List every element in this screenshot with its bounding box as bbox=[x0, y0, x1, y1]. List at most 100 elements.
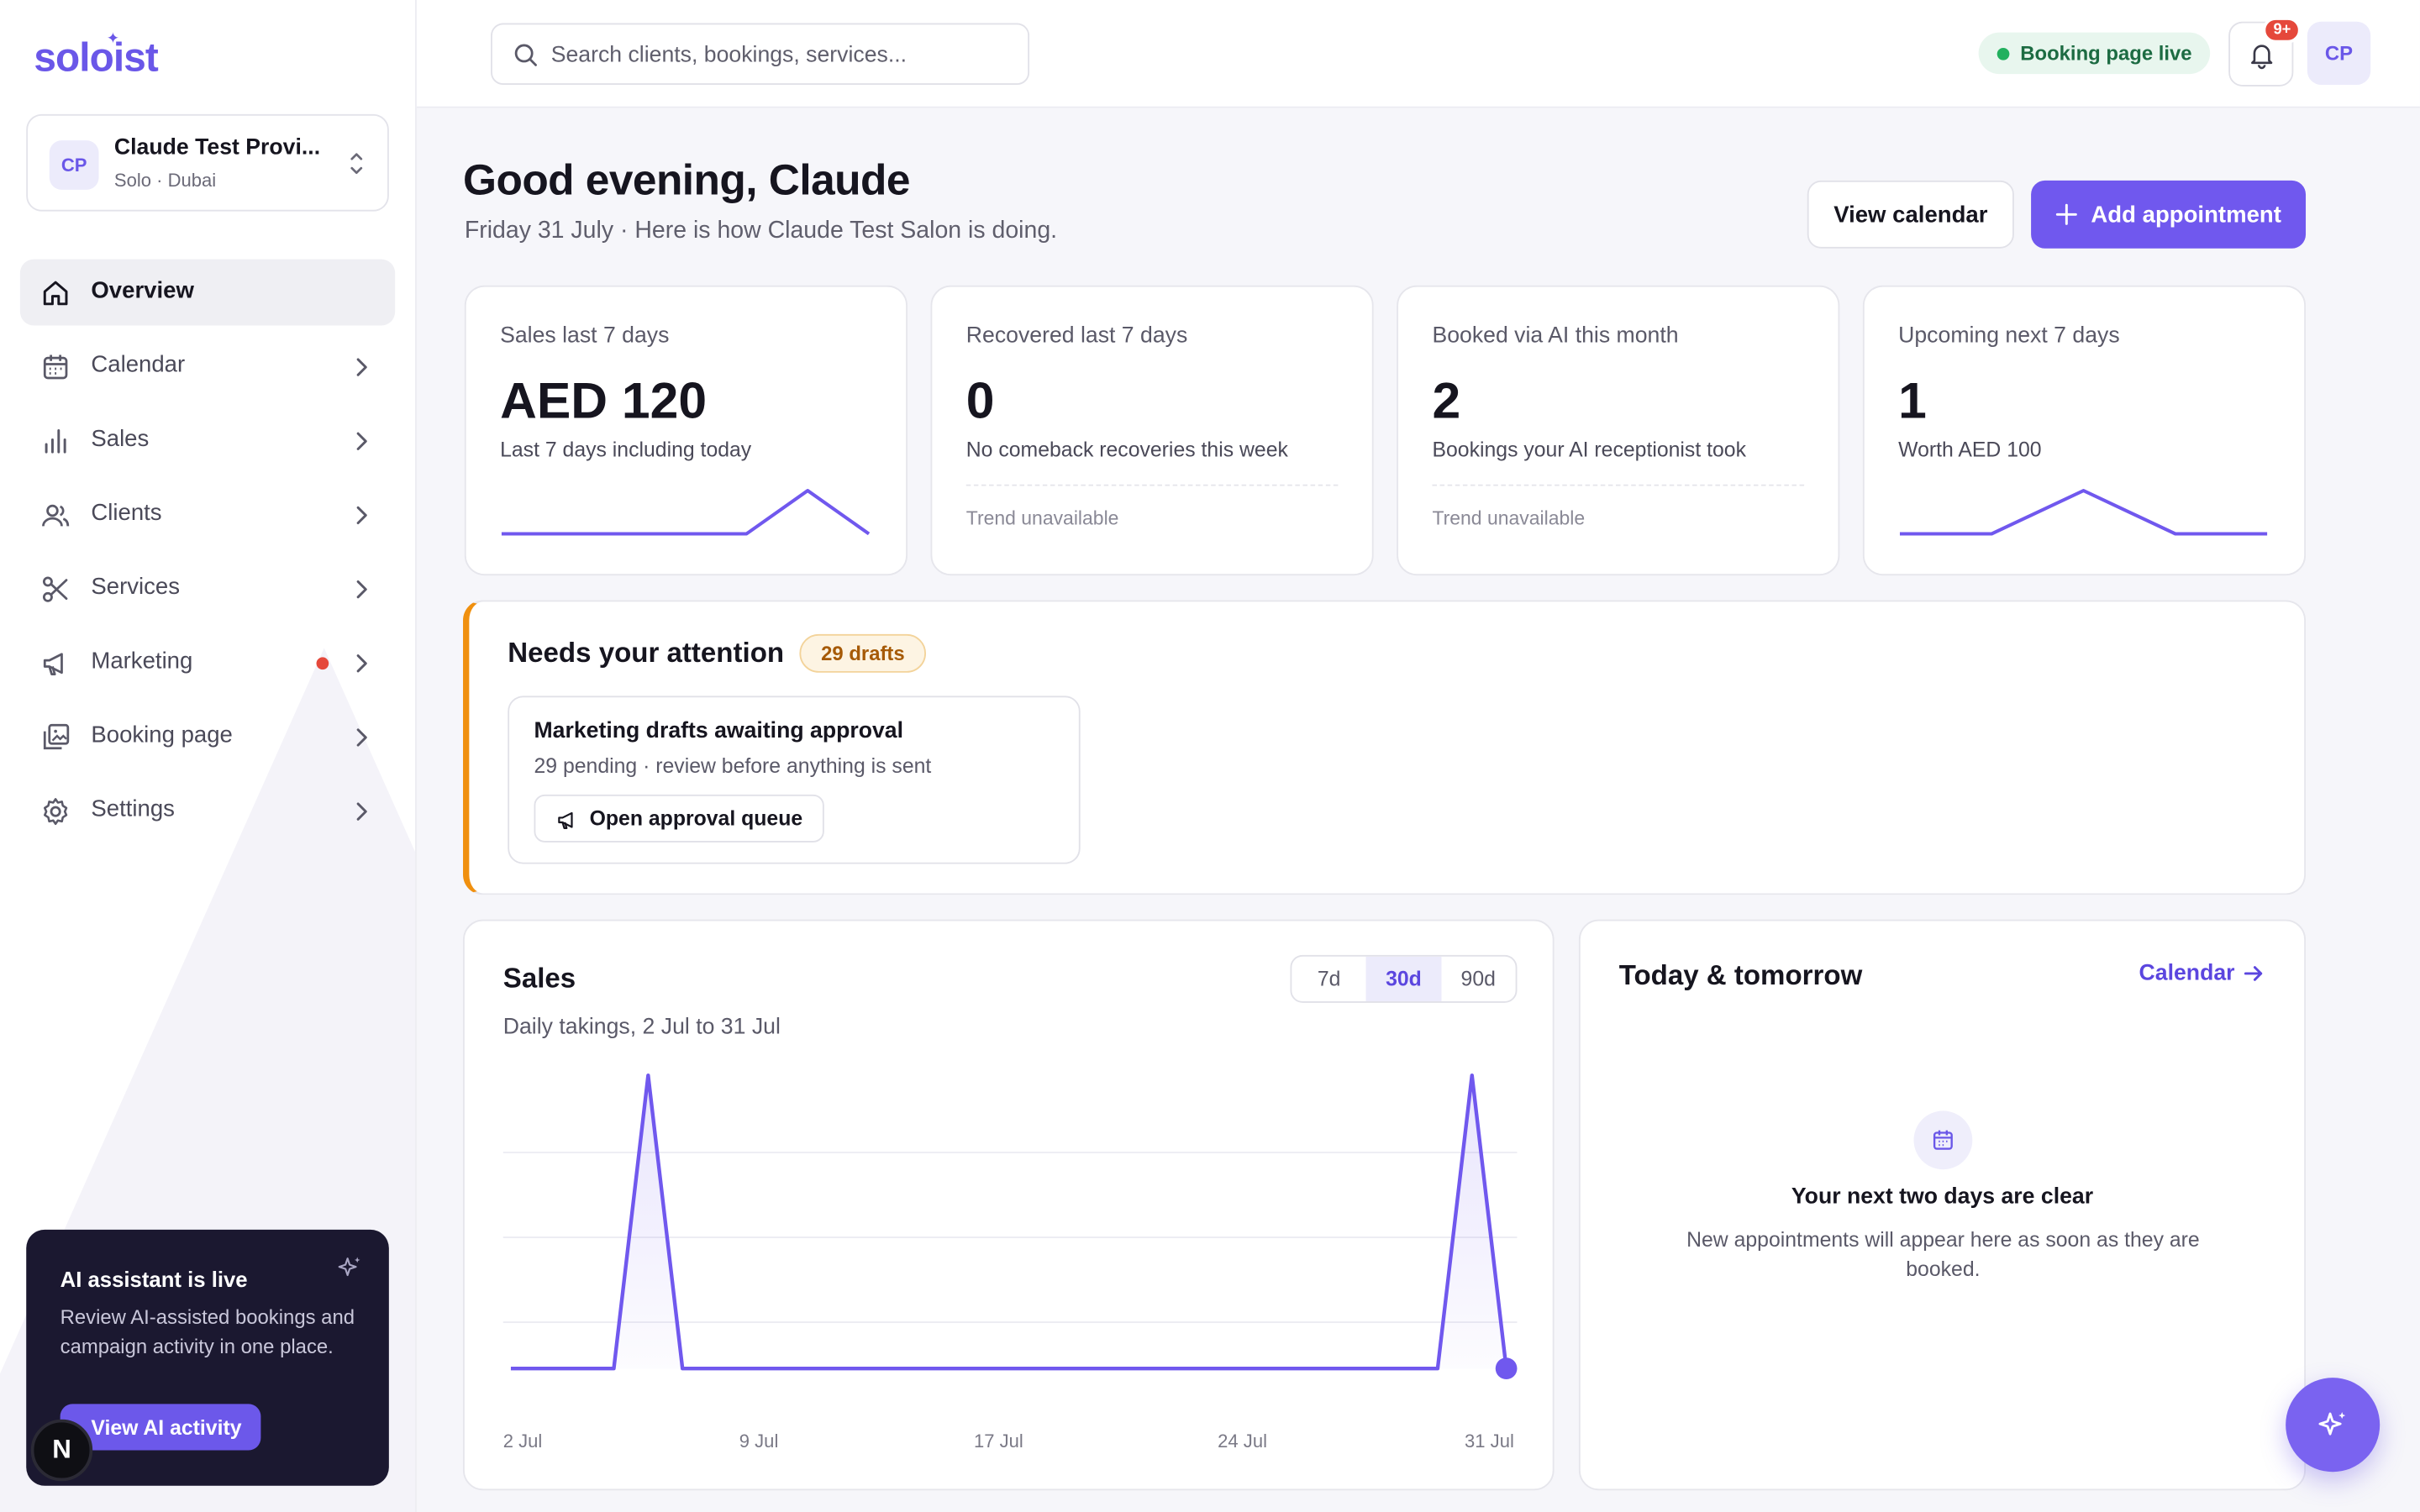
view-ai-activity-button[interactable]: View AI activity bbox=[60, 1404, 260, 1451]
stat-sub: Worth AED 100 bbox=[1898, 438, 2042, 462]
booking-page-status[interactable]: Booking page live bbox=[1978, 32, 2211, 75]
sidebar-item-label: Settings bbox=[91, 795, 175, 822]
sidebar-item-overview[interactable]: Overview bbox=[19, 259, 396, 326]
calendar-icon bbox=[43, 354, 68, 380]
sparkle-icon bbox=[2317, 1411, 2345, 1435]
range-selector: 7d 30d 90d bbox=[1290, 954, 1518, 1003]
add-appointment-label: Add appointment bbox=[2091, 201, 2281, 228]
megaphone-icon bbox=[558, 811, 573, 829]
empty-calendar-icon bbox=[1913, 1110, 1973, 1170]
status-dot bbox=[1996, 47, 2010, 60]
arrow-right-icon bbox=[2244, 966, 2263, 981]
bell-icon bbox=[2251, 45, 2273, 70]
sidebar-item-label: Overview bbox=[91, 277, 194, 304]
topbar: Booking page live 9+ CP bbox=[416, 0, 2420, 108]
sales-area-chart bbox=[502, 1073, 1518, 1380]
x-tick-label: 17 Jul bbox=[973, 1430, 1023, 1452]
ai-assistant-fab[interactable] bbox=[2286, 1378, 2381, 1473]
range-30d[interactable]: 30d bbox=[1366, 956, 1441, 1002]
trend-unavailable: Trend unavailable bbox=[1432, 507, 1586, 529]
sparkle-icon bbox=[338, 1257, 360, 1277]
calendar-link-label: Calendar bbox=[2139, 961, 2235, 986]
home-icon bbox=[43, 281, 68, 306]
ai-card-title: AI assistant is live bbox=[60, 1266, 248, 1292]
sidebar-item-settings[interactable]: Settings bbox=[20, 778, 395, 844]
stat-value: 1 bbox=[1898, 371, 1927, 429]
marketing-drafts-card: Marketing drafts awaiting approval 29 pe… bbox=[508, 696, 1081, 864]
stat-card-upcoming[interactable]: Upcoming next 7 days 1 Worth AED 100 bbox=[1862, 285, 2307, 576]
range-7d[interactable]: 7d bbox=[1317, 967, 1341, 991]
notification-dot bbox=[316, 657, 329, 670]
chevron-right-icon bbox=[356, 358, 367, 376]
view-calendar-button[interactable]: View calendar bbox=[1807, 180, 2014, 249]
sidebar-item-marketing[interactable]: Marketing bbox=[20, 629, 395, 696]
needs-attention-panel: Needs your attention 29 drafts Marketing… bbox=[463, 600, 2307, 895]
chevron-right-icon bbox=[356, 654, 367, 673]
sidebar: soloist ✦ CP Claude Test Provi... Solo ·… bbox=[0, 0, 417, 1512]
stat-value: AED 120 bbox=[500, 371, 708, 429]
user-avatar[interactable]: CP bbox=[2307, 21, 2371, 86]
chevron-up-down-icon bbox=[350, 153, 363, 175]
notifications-badge: 9+ bbox=[2262, 17, 2302, 44]
range-90d[interactable]: 90d bbox=[1460, 967, 1496, 991]
ai-assistant-card: AI assistant is live Review AI-assisted … bbox=[26, 1229, 389, 1486]
stat-label: Recovered last 7 days bbox=[965, 323, 1188, 349]
sales-data-point[interactable] bbox=[1495, 1357, 1518, 1380]
stat-card-sales[interactable]: Sales last 7 days AED 120 Last 7 days in… bbox=[464, 285, 908, 576]
workspace-switcher[interactable]: CP Claude Test Provi... Solo · Dubai bbox=[26, 113, 389, 212]
bar-chart-icon bbox=[45, 428, 66, 454]
calendar-link[interactable]: Calendar bbox=[2139, 961, 2265, 986]
stat-sub: Bookings your AI receptionist took bbox=[1432, 438, 1746, 462]
add-appointment-button[interactable]: Add appointment bbox=[2031, 180, 2307, 249]
brand-logo[interactable]: soloist ✦ bbox=[34, 31, 158, 81]
search-input[interactable] bbox=[550, 37, 1014, 75]
brand-name: soloist bbox=[34, 34, 158, 81]
sparkline-path bbox=[1899, 489, 2268, 536]
stat-label: Booked via AI this month bbox=[1432, 323, 1679, 349]
today-tomorrow-card: Today & tomorrow Calendar Your next two … bbox=[1578, 919, 2307, 1491]
workspace-name: Claude Test Provi... bbox=[113, 135, 321, 161]
sales-chart-card: Sales Daily takings, 2 Jul to 31 Jul 7d … bbox=[463, 919, 1555, 1491]
page-subtitle: Friday 31 July · Here is how Claude Test… bbox=[464, 217, 1058, 244]
stat-card-recovered[interactable]: Recovered last 7 days 0 No comeback reco… bbox=[930, 285, 1374, 576]
scissors-icon bbox=[42, 576, 68, 602]
drafts-badge: 29 drafts bbox=[799, 633, 927, 673]
x-tick-label: 9 Jul bbox=[739, 1430, 779, 1452]
page-title: Good evening, Claude bbox=[463, 155, 910, 204]
status-label: Booking page live bbox=[2020, 41, 2192, 66]
attention-title: Needs your attention bbox=[508, 637, 785, 669]
stat-sub: No comeback recoveries this week bbox=[965, 438, 1288, 462]
today-title: Today & tomorrow bbox=[1618, 959, 1863, 991]
stat-value: 2 bbox=[1432, 371, 1461, 429]
divider bbox=[1432, 484, 1805, 486]
chevron-right-icon bbox=[356, 802, 367, 821]
notifications-button[interactable]: 9+ bbox=[2228, 17, 2302, 87]
sidebar-item-services[interactable]: Services bbox=[20, 555, 395, 622]
divider bbox=[965, 484, 1339, 486]
users-icon bbox=[42, 504, 70, 527]
stat-label: Sales last 7 days bbox=[500, 323, 670, 349]
empty-state-title: Your next two days are clear bbox=[1791, 1184, 2094, 1210]
sidebar-item-label: Sales bbox=[91, 425, 150, 453]
ai-card-description: Review AI-assisted bookings and campaign… bbox=[60, 1305, 355, 1357]
sidebar-item-label: Clients bbox=[91, 500, 162, 527]
sidebar-item-calendar[interactable]: Calendar bbox=[20, 333, 395, 400]
approval-queue-label: Open approval queue bbox=[589, 806, 803, 831]
search-box[interactable] bbox=[491, 23, 1030, 86]
dev-tools-badge[interactable]: N bbox=[30, 1419, 93, 1482]
workspace-avatar: CP bbox=[49, 140, 99, 190]
chevron-right-icon bbox=[356, 580, 367, 599]
upcoming-sparkline bbox=[1899, 489, 2268, 536]
sales-subtitle: Daily takings, 2 Jul to 31 Jul bbox=[502, 1015, 781, 1040]
x-tick-label: 31 Jul bbox=[1465, 1430, 1514, 1452]
sidebar-item-label: Calendar bbox=[91, 351, 186, 378]
open-approval-queue-button[interactable]: Open approval queue bbox=[534, 794, 824, 843]
sidebar-item-sales[interactable]: Sales bbox=[20, 407, 395, 474]
stat-label: Upcoming next 7 days bbox=[1898, 323, 2120, 349]
sidebar-item-clients[interactable]: Clients bbox=[20, 481, 395, 548]
empty-state-description: New appointments will appear here as soo… bbox=[1686, 1228, 2200, 1281]
sidebar-item-booking-page[interactable]: Booking page bbox=[20, 704, 395, 770]
workspace-sub: Solo · Dubai bbox=[113, 170, 217, 192]
sales-title: Sales bbox=[502, 963, 576, 994]
stat-card-ai-bookings[interactable]: Booked via AI this month 2 Bookings your… bbox=[1397, 285, 1840, 576]
